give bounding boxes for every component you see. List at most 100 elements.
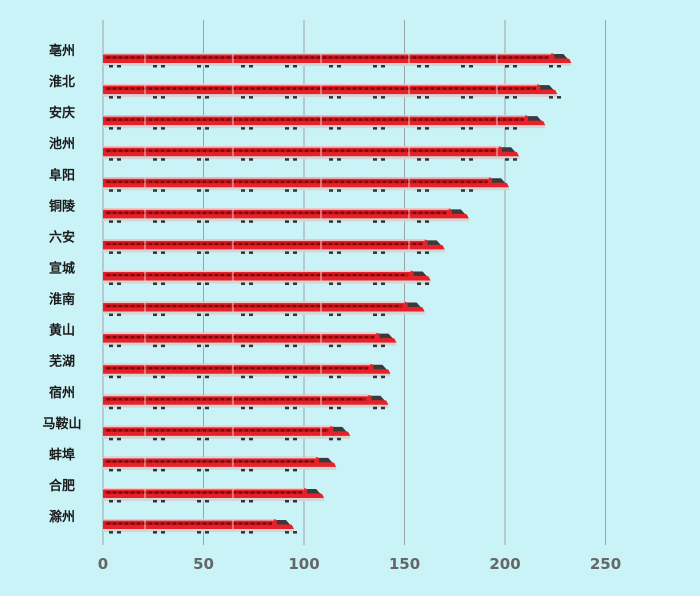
train-wheel: [381, 282, 385, 285]
train-window: [161, 180, 164, 183]
train-window: [419, 242, 422, 245]
train-window: [221, 429, 224, 432]
train-window: [359, 149, 362, 152]
train-window: [113, 87, 116, 90]
train-window: [215, 56, 218, 59]
train-window: [341, 87, 344, 90]
train-window: [395, 305, 398, 308]
train-window: [323, 305, 326, 308]
train-window: [191, 149, 194, 152]
train-window: [413, 87, 416, 90]
train-window: [179, 522, 182, 525]
train-window: [149, 522, 152, 525]
train-wheel: [109, 468, 113, 472]
train-window: [155, 429, 158, 432]
train-window: [401, 273, 404, 276]
train-wheel: [153, 406, 157, 410]
train-roof: [103, 177, 490, 179]
train-bar: [103, 146, 520, 161]
train-window: [377, 242, 380, 245]
train-wheel: [205, 158, 209, 161]
train-wheel: [197, 96, 201, 99]
train-window: [437, 211, 440, 214]
train-wheel: [381, 220, 385, 223]
train-window: [323, 56, 326, 59]
train-wheel: [425, 220, 429, 223]
train-window: [215, 367, 218, 370]
train-window: [335, 242, 338, 245]
train-wheel: [161, 65, 165, 68]
train-window: [257, 242, 260, 245]
train-wheel: [293, 189, 297, 192]
train-wheel: [241, 313, 245, 317]
train-wheel: [117, 65, 121, 68]
train-window: [107, 491, 110, 494]
train-window: [461, 56, 464, 59]
train-wheel: [337, 220, 341, 223]
train-window: [275, 305, 278, 308]
train-wheel: [249, 406, 253, 410]
train-window: [293, 118, 296, 121]
train-wheel: [197, 127, 201, 130]
train-window: [173, 522, 176, 525]
train-wheel: [329, 406, 333, 410]
train-window: [461, 149, 464, 152]
train-window: [191, 336, 194, 339]
train-window: [287, 211, 290, 214]
train-wheel: [373, 406, 377, 410]
train-window: [383, 180, 386, 183]
train-window: [125, 491, 128, 494]
train-window: [161, 305, 164, 308]
train-window: [239, 367, 242, 370]
train-window: [275, 149, 278, 152]
train-base: [103, 404, 389, 408]
train-window: [389, 305, 392, 308]
train-window: [317, 305, 320, 308]
train-window: [185, 180, 188, 183]
train-window: [173, 460, 176, 463]
x-tick-label: 50: [193, 555, 214, 573]
train-window: [233, 118, 236, 121]
train-window: [275, 87, 278, 90]
train-wheel: [337, 313, 341, 317]
train-window: [533, 56, 536, 59]
train-window: [203, 149, 206, 152]
train-wheel: [417, 282, 421, 285]
train-wheel: [285, 375, 289, 379]
train-window: [479, 118, 482, 121]
train-window: [233, 211, 236, 214]
train-windshield: [276, 520, 290, 525]
train-wheel: [109, 282, 113, 285]
train-window: [209, 87, 212, 90]
train-window: [479, 180, 482, 183]
train-wheel: [161, 468, 165, 472]
train-window: [401, 149, 404, 152]
train-window: [179, 118, 182, 121]
train-window: [209, 460, 212, 463]
train-window: [485, 149, 488, 152]
train-window: [257, 273, 260, 276]
train-window: [251, 180, 254, 183]
train-window: [179, 491, 182, 494]
train-wheel: [153, 158, 157, 161]
train-window: [203, 87, 206, 90]
train-wheel: [329, 375, 333, 379]
train-window: [299, 118, 302, 121]
train-window: [209, 522, 212, 525]
train-window: [257, 336, 260, 339]
train-window: [167, 336, 170, 339]
train-window: [317, 149, 320, 152]
train-window: [197, 118, 200, 121]
train-window: [347, 87, 350, 90]
train-wheel: [241, 96, 245, 99]
train-wheel: [197, 220, 201, 223]
train-window: [113, 211, 116, 214]
train-window: [125, 398, 128, 401]
train-wheel: [373, 96, 377, 99]
train-wheel: [373, 344, 377, 348]
train-window: [161, 491, 164, 494]
train-window: [167, 273, 170, 276]
train-window: [353, 56, 356, 59]
train-wheel: [117, 127, 121, 130]
